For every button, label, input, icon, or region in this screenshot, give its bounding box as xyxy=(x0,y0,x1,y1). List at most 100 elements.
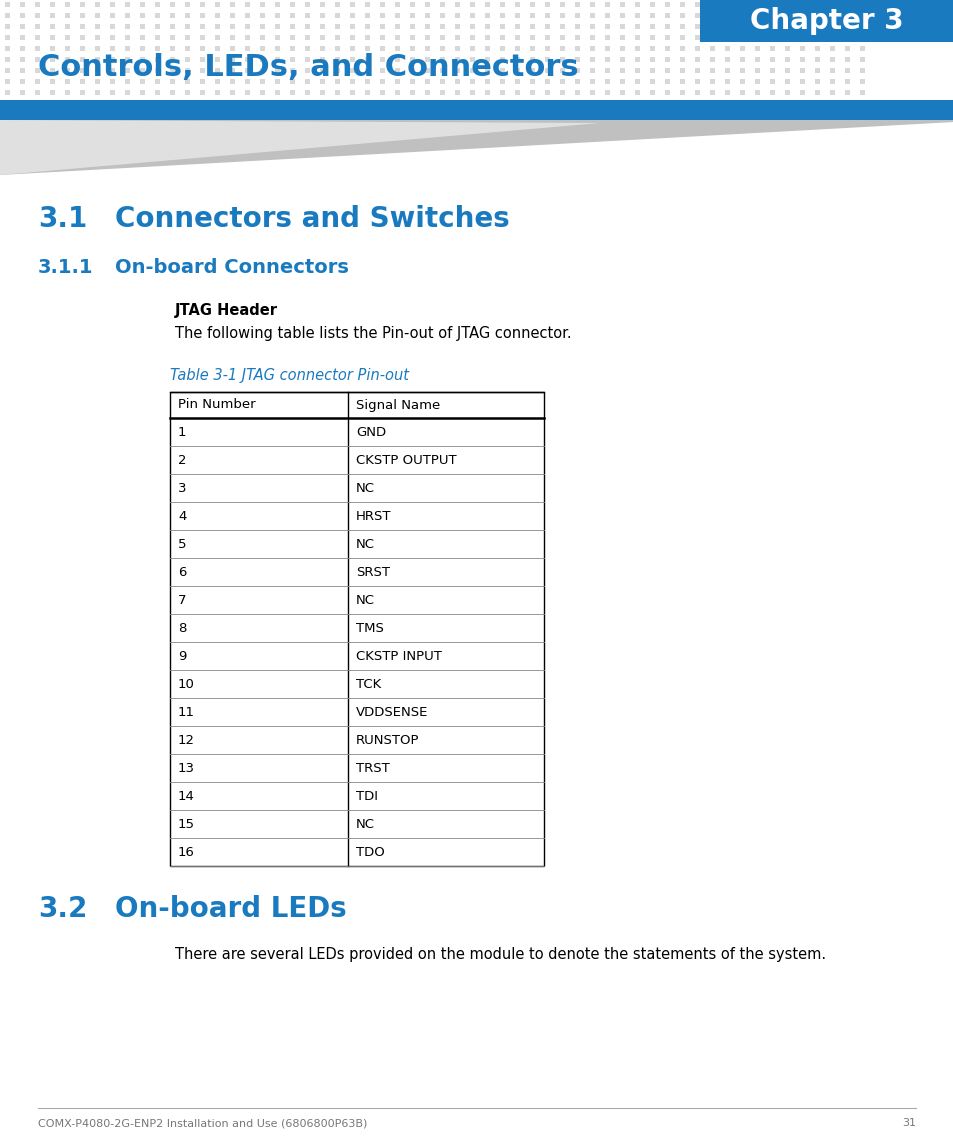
Bar xyxy=(425,79,430,84)
Bar xyxy=(305,24,310,29)
Bar xyxy=(410,79,416,84)
Bar xyxy=(66,34,71,39)
Bar xyxy=(51,56,55,62)
Bar xyxy=(830,68,835,72)
Bar xyxy=(784,24,790,29)
Bar xyxy=(500,79,505,84)
Bar xyxy=(155,1,160,7)
Bar xyxy=(260,56,265,62)
Bar xyxy=(231,89,235,95)
Text: NC: NC xyxy=(355,818,375,830)
Bar xyxy=(665,79,670,84)
Bar xyxy=(844,34,850,39)
Bar xyxy=(80,46,86,50)
Bar xyxy=(560,56,565,62)
Text: Connectors and Switches: Connectors and Switches xyxy=(115,205,509,232)
Bar xyxy=(844,24,850,29)
Bar xyxy=(455,56,460,62)
Bar xyxy=(619,13,625,17)
Bar xyxy=(275,13,280,17)
Bar xyxy=(410,24,416,29)
Bar xyxy=(679,46,685,50)
Bar xyxy=(350,24,355,29)
Bar xyxy=(710,68,715,72)
Bar xyxy=(20,13,26,17)
Bar xyxy=(66,46,71,50)
Bar xyxy=(679,1,685,7)
Bar xyxy=(844,56,850,62)
Bar xyxy=(35,34,40,39)
Bar xyxy=(515,46,520,50)
Bar xyxy=(710,46,715,50)
Bar xyxy=(335,46,340,50)
Bar xyxy=(500,13,505,17)
Bar xyxy=(650,79,655,84)
Text: 10: 10 xyxy=(178,678,194,690)
Bar xyxy=(860,34,864,39)
Bar xyxy=(545,1,550,7)
Bar xyxy=(80,24,86,29)
Bar xyxy=(260,1,265,7)
Bar xyxy=(710,13,715,17)
Text: CKSTP INPUT: CKSTP INPUT xyxy=(355,649,441,663)
Bar xyxy=(395,68,400,72)
Bar xyxy=(440,56,445,62)
Bar xyxy=(844,1,850,7)
Bar xyxy=(830,56,835,62)
Bar xyxy=(605,79,610,84)
Bar xyxy=(695,68,700,72)
Bar xyxy=(231,34,235,39)
Bar xyxy=(200,1,205,7)
Text: NC: NC xyxy=(355,482,375,495)
Bar xyxy=(245,89,251,95)
Text: The following table lists the Pin-out of JTAG connector.: The following table lists the Pin-out of… xyxy=(174,326,571,341)
Bar xyxy=(530,79,535,84)
Bar xyxy=(6,56,10,62)
Bar xyxy=(844,46,850,50)
Bar xyxy=(215,68,220,72)
Bar xyxy=(530,46,535,50)
Bar xyxy=(365,1,370,7)
Bar xyxy=(815,1,820,7)
Bar xyxy=(275,56,280,62)
Bar xyxy=(305,46,310,50)
Bar xyxy=(440,46,445,50)
Bar xyxy=(650,1,655,7)
Bar xyxy=(650,34,655,39)
Bar xyxy=(66,1,71,7)
Bar xyxy=(800,13,804,17)
Bar xyxy=(155,68,160,72)
Text: 16: 16 xyxy=(178,845,194,859)
Bar xyxy=(815,79,820,84)
Text: 11: 11 xyxy=(178,705,194,719)
Bar xyxy=(860,13,864,17)
Bar xyxy=(470,89,475,95)
Bar xyxy=(260,79,265,84)
Bar xyxy=(410,68,416,72)
Bar xyxy=(335,68,340,72)
Bar xyxy=(530,1,535,7)
Bar xyxy=(425,13,430,17)
Bar xyxy=(619,1,625,7)
Bar xyxy=(695,46,700,50)
Text: 1: 1 xyxy=(178,426,186,439)
Text: TCK: TCK xyxy=(355,678,381,690)
Bar xyxy=(860,1,864,7)
Bar xyxy=(815,24,820,29)
Text: GND: GND xyxy=(355,426,386,439)
Text: HRST: HRST xyxy=(355,510,391,522)
Bar xyxy=(679,89,685,95)
Text: COMX-P4080-2G-ENP2 Installation and Use (6806800P63B): COMX-P4080-2G-ENP2 Installation and Use … xyxy=(38,1118,367,1128)
Bar xyxy=(185,89,191,95)
Text: JTAG Header: JTAG Header xyxy=(174,303,277,318)
Bar xyxy=(724,46,730,50)
Bar xyxy=(485,89,490,95)
Bar xyxy=(635,34,639,39)
Text: 7: 7 xyxy=(178,593,186,607)
Bar xyxy=(770,89,775,95)
Bar xyxy=(395,79,400,84)
Bar xyxy=(500,46,505,50)
Bar xyxy=(171,24,175,29)
Bar xyxy=(800,89,804,95)
Bar xyxy=(260,34,265,39)
